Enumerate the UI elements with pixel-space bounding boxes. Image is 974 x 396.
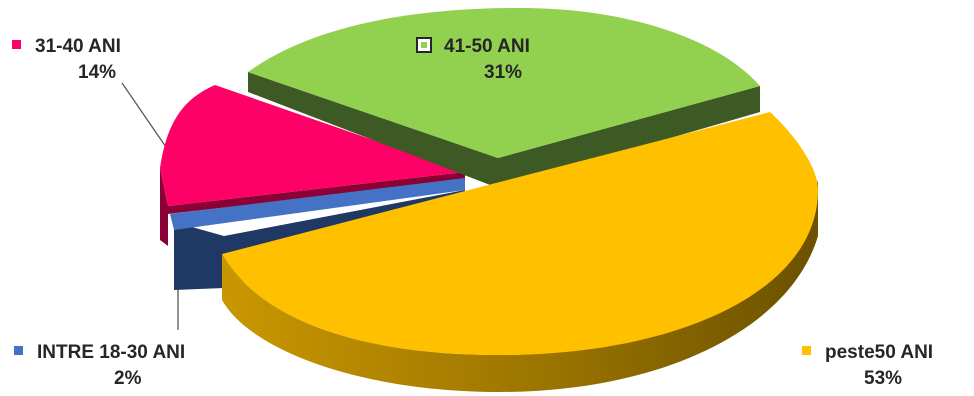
- slice-41-50-side: [248, 72, 498, 188]
- label-peste50: peste50 ANI 53%: [802, 340, 933, 392]
- slice-peste50-side: [222, 180, 818, 392]
- label-41-50-value: 31%: [484, 62, 523, 83]
- label-18-30-category: INTRE 18-30 ANI: [37, 342, 186, 363]
- legend-marker-peste50: [802, 346, 811, 356]
- legend-marker-18-30: [14, 346, 23, 356]
- leader-line-31-40: [121, 82, 169, 151]
- slice-31-40-top: [160, 85, 465, 206]
- slice-31-40-side: [160, 168, 168, 246]
- slice-41-50-top: [248, 8, 760, 158]
- slice-18-30-side: [174, 222, 224, 290]
- slice-31-40-side-front: [168, 172, 465, 214]
- label-31-40: 31-40 ANI 14%: [12, 34, 121, 86]
- legend-marker-41-50: [416, 36, 432, 53]
- label-peste50-value: 53%: [864, 368, 903, 389]
- label-41-50: 41-50 ANI 31%: [416, 34, 530, 86]
- label-18-30-value: 2%: [114, 368, 142, 389]
- label-41-50-category: 41-50 ANI: [444, 36, 530, 57]
- slice-peste50-top: [222, 112, 818, 355]
- label-31-40-value: 14%: [78, 62, 117, 83]
- legend-marker-31-40: [12, 40, 21, 50]
- slice-41-50-side-right: [498, 86, 760, 188]
- label-18-30: INTRE 18-30 ANI 2%: [14, 340, 185, 392]
- label-peste50-category: peste50 ANI: [825, 342, 934, 363]
- label-31-40-category: 31-40 ANI: [35, 36, 121, 57]
- slice-18-30-top: [170, 178, 465, 230]
